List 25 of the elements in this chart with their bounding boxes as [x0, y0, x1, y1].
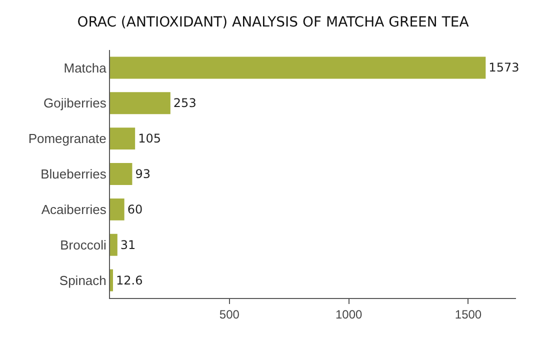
- bar: [110, 198, 124, 220]
- x-tick-label: 1000: [335, 307, 362, 322]
- data-label: 12.6: [116, 273, 143, 288]
- y-tick-label: Acaiberries: [41, 202, 107, 217]
- bar: [110, 56, 486, 79]
- bar: [110, 163, 132, 185]
- data-label: 253: [173, 96, 196, 110]
- x-tick-label: 1500: [454, 307, 482, 322]
- bar: [110, 128, 136, 150]
- data-label: 31: [120, 238, 136, 252]
- y-tick-label: Gojiberries: [44, 96, 107, 111]
- data-label: 1573: [488, 60, 520, 75]
- data-label: 93: [135, 167, 150, 181]
- data-label: 105: [138, 132, 161, 146]
- x-tick-label: 500: [219, 307, 240, 322]
- data-label: 60: [127, 202, 143, 216]
- y-tick-label: Spinach: [59, 272, 106, 288]
- y-tick-label: Blueberries: [40, 166, 107, 182]
- y-tick-label: Broccoli: [60, 237, 106, 252]
- y-tick-label: Pomegranate: [28, 131, 106, 146]
- chart-title: ORAC (ANTIOXIDANT) ANALYSIS OF MATCHA GREEN TEA: [77, 14, 470, 31]
- bar: [110, 269, 114, 292]
- y-tick-label: Matcha: [64, 60, 108, 76]
- bar: [110, 234, 118, 256]
- bar: [110, 92, 170, 114]
